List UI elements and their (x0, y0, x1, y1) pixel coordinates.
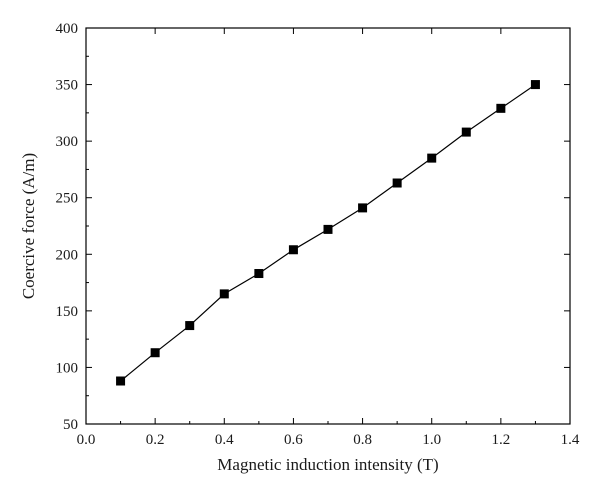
x-axis-title: Magnetic induction intensity (T) (217, 455, 438, 474)
x-tick-label: 0.0 (77, 432, 96, 448)
x-tick-label: 0.6 (284, 432, 303, 448)
y-tick-label: 250 (56, 191, 79, 207)
y-axis-title: Coercive force (A/m) (19, 153, 38, 299)
data-point (358, 203, 368, 213)
data-point (288, 245, 298, 255)
data-point (323, 224, 333, 234)
data-point (496, 103, 506, 113)
data-point (116, 376, 126, 386)
x-axis: 0.0 0.2 0.4 0.6 0.8 1.0 1.2 1.4 (77, 28, 580, 448)
y-tick-label: 300 (56, 134, 79, 150)
data-point (254, 269, 264, 279)
y-tick-label: 100 (56, 360, 79, 376)
data-point (219, 289, 229, 299)
data-point (530, 80, 540, 90)
y-tick-label: 350 (56, 78, 79, 94)
series-layer (116, 80, 540, 386)
y-axis: 50 100 150 200 250 300 350 400 (56, 21, 570, 433)
x-tick-label: 0.8 (353, 432, 372, 448)
data-point (461, 127, 471, 137)
data-point (427, 153, 437, 163)
x-tick-label: 0.4 (215, 432, 234, 448)
data-point (392, 178, 402, 188)
x-tick-label: 1.2 (491, 432, 510, 448)
y-tick-label: 200 (56, 247, 79, 263)
y-tick-label: 150 (56, 304, 79, 320)
y-tick-label: 50 (63, 417, 78, 433)
x-tick-label: 1.0 (422, 432, 441, 448)
data-point (185, 321, 195, 331)
data-point (150, 348, 160, 358)
x-tick-label: 0.2 (146, 432, 165, 448)
x-tick-label: 1.4 (561, 432, 580, 448)
y-tick-label: 400 (56, 21, 79, 37)
